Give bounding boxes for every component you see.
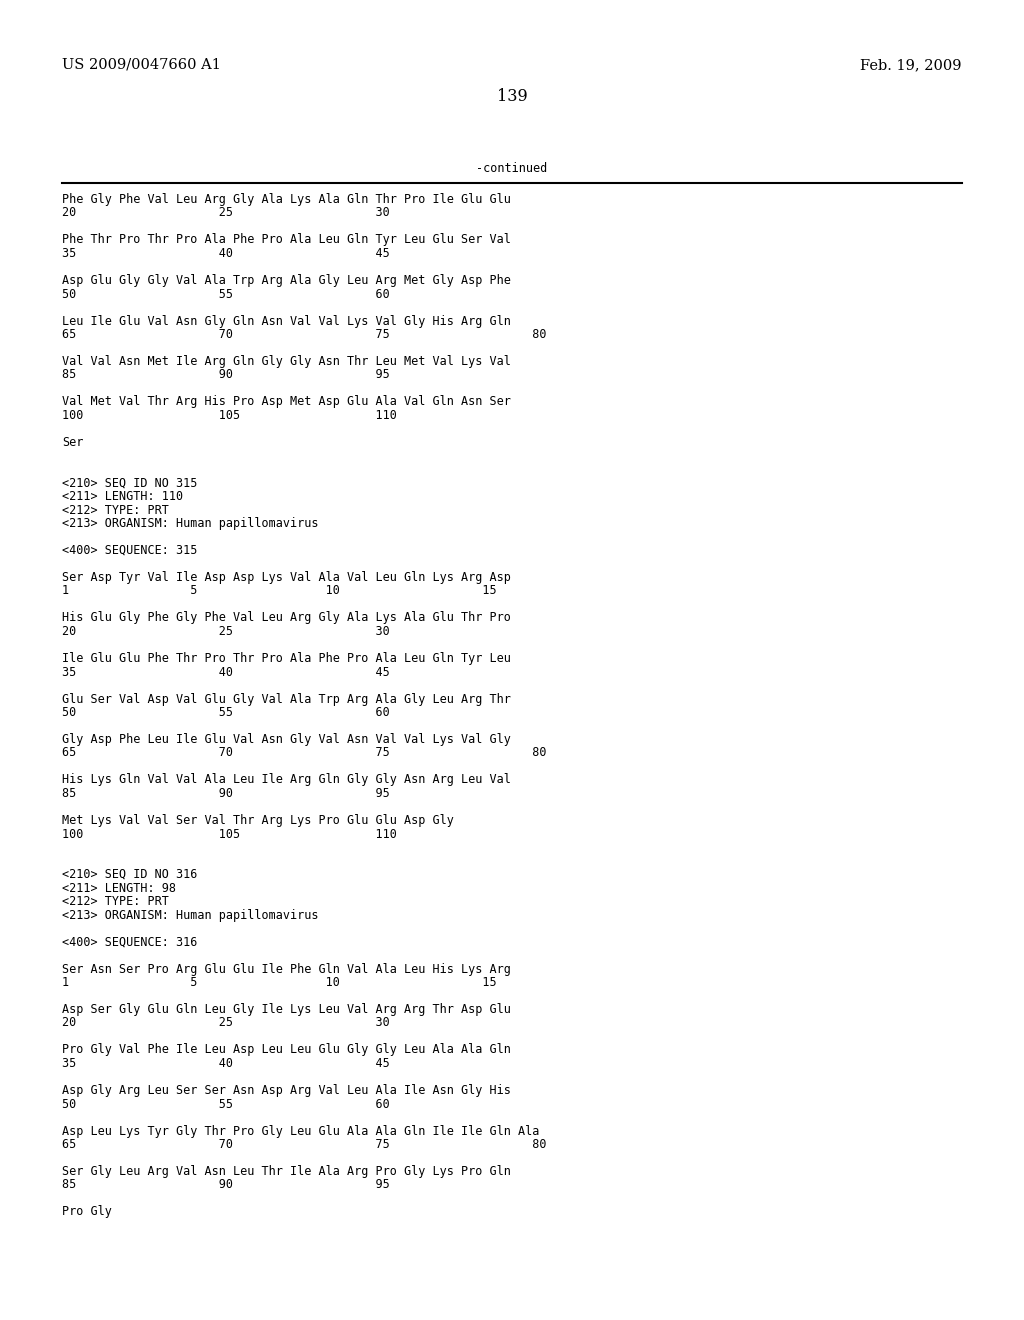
Text: <400> SEQUENCE: 316: <400> SEQUENCE: 316	[62, 936, 198, 949]
Text: <210> SEQ ID NO 316: <210> SEQ ID NO 316	[62, 869, 198, 880]
Text: 65                    70                    75                    80: 65 70 75 80	[62, 747, 547, 759]
Text: Pro Gly: Pro Gly	[62, 1205, 112, 1218]
Text: 85                    90                    95: 85 90 95	[62, 368, 390, 381]
Text: 20                    25                    30: 20 25 30	[62, 624, 390, 638]
Text: 65                    70                    75                    80: 65 70 75 80	[62, 327, 547, 341]
Text: 35                    40                    45: 35 40 45	[62, 247, 390, 260]
Text: Phe Gly Phe Val Leu Arg Gly Ala Lys Ala Gln Thr Pro Ile Glu Glu: Phe Gly Phe Val Leu Arg Gly Ala Lys Ala …	[62, 193, 511, 206]
Text: 35                    40                    45: 35 40 45	[62, 665, 390, 678]
Text: Ser: Ser	[62, 436, 83, 449]
Text: 1                 5                  10                    15: 1 5 10 15	[62, 975, 497, 989]
Text: Ile Glu Glu Phe Thr Pro Thr Pro Ala Phe Pro Ala Leu Gln Tyr Leu: Ile Glu Glu Phe Thr Pro Thr Pro Ala Phe …	[62, 652, 511, 665]
Text: Pro Gly Val Phe Ile Leu Asp Leu Leu Glu Gly Gly Leu Ala Ala Gln: Pro Gly Val Phe Ile Leu Asp Leu Leu Glu …	[62, 1044, 511, 1056]
Text: 35                    40                    45: 35 40 45	[62, 1057, 390, 1071]
Text: 20                    25                    30: 20 25 30	[62, 206, 390, 219]
Text: Asp Glu Gly Gly Val Ala Trp Arg Ala Gly Leu Arg Met Gly Asp Phe: Asp Glu Gly Gly Val Ala Trp Arg Ala Gly …	[62, 275, 511, 286]
Text: 20                    25                    30: 20 25 30	[62, 1016, 390, 1030]
Text: <400> SEQUENCE: 315: <400> SEQUENCE: 315	[62, 544, 198, 557]
Text: Met Lys Val Val Ser Val Thr Arg Lys Pro Glu Glu Asp Gly: Met Lys Val Val Ser Val Thr Arg Lys Pro …	[62, 814, 454, 828]
Text: -continued: -continued	[476, 162, 548, 176]
Text: Phe Thr Pro Thr Pro Ala Phe Pro Ala Leu Gln Tyr Leu Glu Ser Val: Phe Thr Pro Thr Pro Ala Phe Pro Ala Leu …	[62, 234, 511, 247]
Text: 100                   105                   110: 100 105 110	[62, 409, 397, 422]
Text: Asp Leu Lys Tyr Gly Thr Pro Gly Leu Glu Ala Ala Gln Ile Ile Gln Ala: Asp Leu Lys Tyr Gly Thr Pro Gly Leu Glu …	[62, 1125, 540, 1138]
Text: 85                    90                    95: 85 90 95	[62, 1179, 390, 1192]
Text: 50                    55                    60: 50 55 60	[62, 288, 390, 301]
Text: <213> ORGANISM: Human papillomavirus: <213> ORGANISM: Human papillomavirus	[62, 517, 318, 531]
Text: Ser Asn Ser Pro Arg Glu Glu Ile Phe Gln Val Ala Leu His Lys Arg: Ser Asn Ser Pro Arg Glu Glu Ile Phe Gln …	[62, 962, 511, 975]
Text: <212> TYPE: PRT: <212> TYPE: PRT	[62, 895, 169, 908]
Text: <213> ORGANISM: Human papillomavirus: <213> ORGANISM: Human papillomavirus	[62, 908, 318, 921]
Text: 100                   105                   110: 100 105 110	[62, 828, 397, 841]
Text: Glu Ser Val Asp Val Glu Gly Val Ala Trp Arg Ala Gly Leu Arg Thr: Glu Ser Val Asp Val Glu Gly Val Ala Trp …	[62, 693, 511, 705]
Text: Ser Asp Tyr Val Ile Asp Asp Lys Val Ala Val Leu Gln Lys Arg Asp: Ser Asp Tyr Val Ile Asp Asp Lys Val Ala …	[62, 572, 511, 583]
Text: 85                    90                    95: 85 90 95	[62, 787, 390, 800]
Text: 50                    55                    60: 50 55 60	[62, 706, 390, 719]
Text: 1                 5                  10                    15: 1 5 10 15	[62, 585, 497, 598]
Text: Val Met Val Thr Arg His Pro Asp Met Asp Glu Ala Val Gln Asn Ser: Val Met Val Thr Arg His Pro Asp Met Asp …	[62, 396, 511, 408]
Text: 65                    70                    75                    80: 65 70 75 80	[62, 1138, 547, 1151]
Text: Asp Ser Gly Glu Gln Leu Gly Ile Lys Leu Val Arg Arg Thr Asp Glu: Asp Ser Gly Glu Gln Leu Gly Ile Lys Leu …	[62, 1003, 511, 1016]
Text: <211> LENGTH: 98: <211> LENGTH: 98	[62, 882, 176, 895]
Text: 50                    55                    60: 50 55 60	[62, 1097, 390, 1110]
Text: His Lys Gln Val Val Ala Leu Ile Arg Gln Gly Gly Asn Arg Leu Val: His Lys Gln Val Val Ala Leu Ile Arg Gln …	[62, 774, 511, 787]
Text: <211> LENGTH: 110: <211> LENGTH: 110	[62, 490, 183, 503]
Text: Val Val Asn Met Ile Arg Gln Gly Gly Asn Thr Leu Met Val Lys Val: Val Val Asn Met Ile Arg Gln Gly Gly Asn …	[62, 355, 511, 368]
Text: Leu Ile Glu Val Asn Gly Gln Asn Val Val Lys Val Gly His Arg Gln: Leu Ile Glu Val Asn Gly Gln Asn Val Val …	[62, 314, 511, 327]
Text: Asp Gly Arg Leu Ser Ser Asn Asp Arg Val Leu Ala Ile Asn Gly His: Asp Gly Arg Leu Ser Ser Asn Asp Arg Val …	[62, 1084, 511, 1097]
Text: US 2009/0047660 A1: US 2009/0047660 A1	[62, 58, 221, 73]
Text: <212> TYPE: PRT: <212> TYPE: PRT	[62, 503, 169, 516]
Text: Gly Asp Phe Leu Ile Glu Val Asn Gly Val Asn Val Val Lys Val Gly: Gly Asp Phe Leu Ile Glu Val Asn Gly Val …	[62, 733, 511, 746]
Text: Feb. 19, 2009: Feb. 19, 2009	[860, 58, 962, 73]
Text: His Glu Gly Phe Gly Phe Val Leu Arg Gly Ala Lys Ala Glu Thr Pro: His Glu Gly Phe Gly Phe Val Leu Arg Gly …	[62, 611, 511, 624]
Text: 139: 139	[497, 88, 527, 106]
Text: Ser Gly Leu Arg Val Asn Leu Thr Ile Ala Arg Pro Gly Lys Pro Gln: Ser Gly Leu Arg Val Asn Leu Thr Ile Ala …	[62, 1166, 511, 1177]
Text: <210> SEQ ID NO 315: <210> SEQ ID NO 315	[62, 477, 198, 490]
